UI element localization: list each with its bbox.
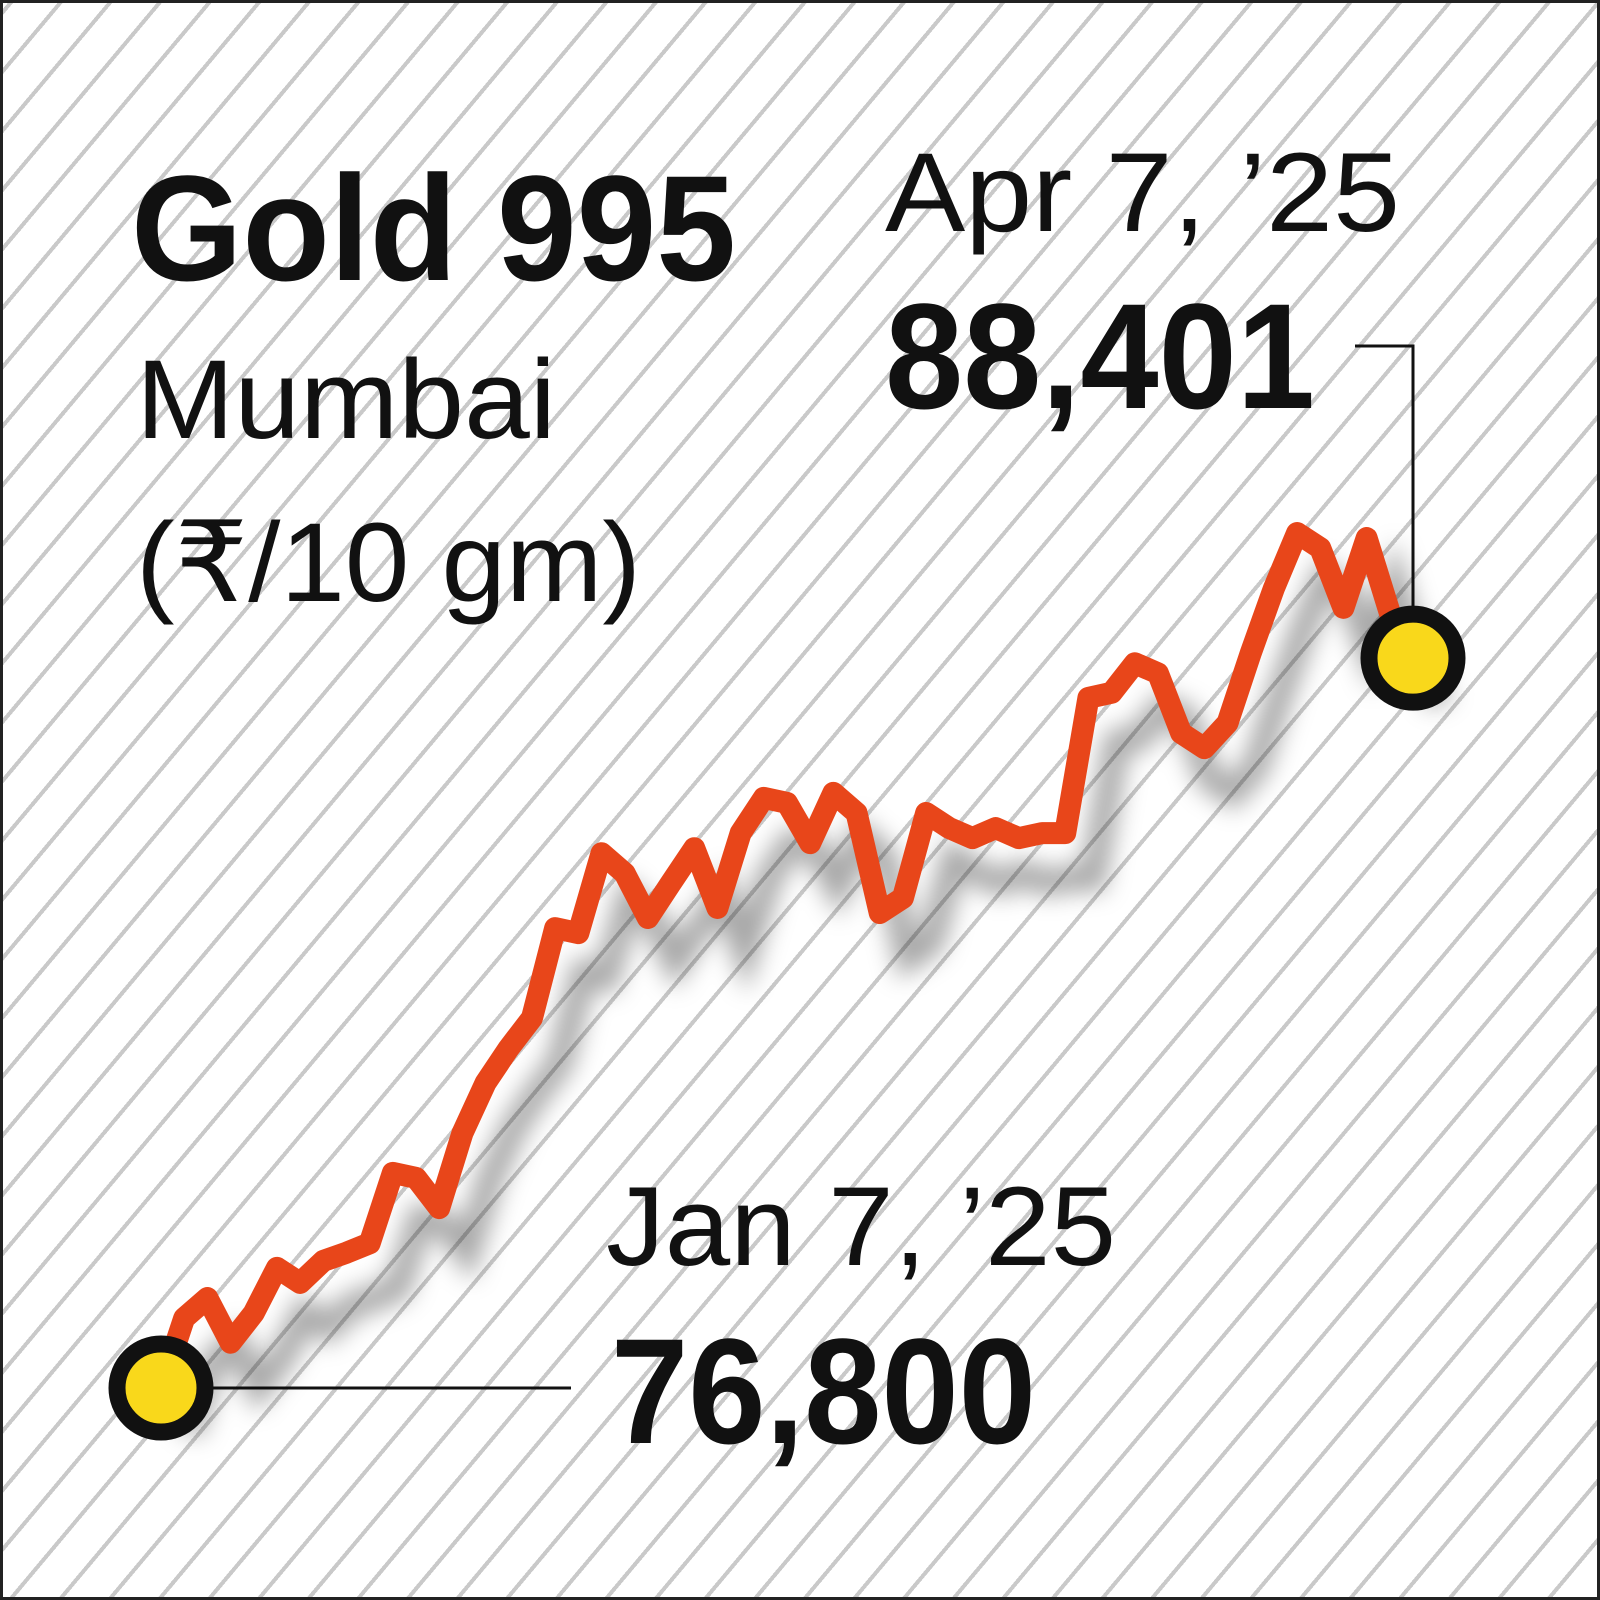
price-line	[150, 522, 1424, 1399]
end-value-label: 88,401	[885, 272, 1315, 440]
start-value-label: 76,800	[611, 1307, 1036, 1475]
chart-subtitle: Mumbai	[136, 337, 556, 462]
end-leader-line	[1355, 344, 1415, 613]
chart-title: Gold 995	[131, 144, 736, 312]
unit-label: (₹/10 gm)	[136, 500, 641, 625]
end-point-marker	[1360, 605, 1466, 711]
line-shadow	[176, 540, 1453, 1438]
end-date-label: Apr 7, ’25	[885, 130, 1400, 255]
end-point-marker	[108, 1335, 214, 1441]
plot-area	[108, 522, 1466, 1441]
chart: Gold 995 Mumbai (₹/10 gm) Apr 7, ’25 88,…	[108, 130, 1466, 1475]
start-date-label: Jan 7, ’25	[606, 1164, 1116, 1289]
